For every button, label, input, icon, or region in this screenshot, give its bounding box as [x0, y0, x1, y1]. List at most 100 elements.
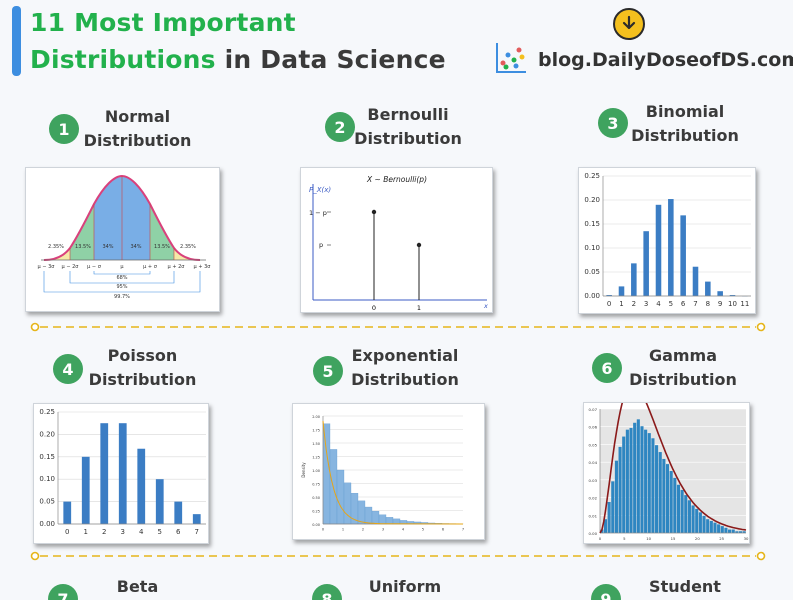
xtick-label: 25 [719, 536, 724, 541]
xtick-label: 0 [599, 536, 602, 541]
bernoulli-point-0 [371, 209, 377, 215]
ytick-label: 1.25 [312, 456, 320, 460]
ytick-label: 0.15 [39, 453, 55, 461]
ytick-label: 1.50 [312, 442, 320, 446]
bar [640, 426, 644, 533]
ytick-label: 0.25 [584, 172, 600, 180]
normal-pct-1: 2.35% [48, 244, 64, 250]
accent-bar [12, 6, 21, 76]
number-badge-9: 9 [591, 584, 621, 600]
number-badge-2: 2 [325, 112, 355, 142]
brand-url[interactable]: blog.DailyDoseofDS.com [538, 49, 793, 71]
bar [691, 505, 695, 533]
bar [378, 514, 387, 525]
xtick-label: 3 [644, 300, 648, 308]
bar [174, 501, 183, 524]
bar [322, 423, 331, 525]
exponential-ylabel: Density [301, 462, 306, 478]
xtick-label: 4 [656, 300, 661, 308]
bar [618, 446, 622, 533]
ytick-label: 0.05 [589, 442, 598, 447]
section-divider-2 [30, 551, 766, 561]
ytick-label: 0.05 [584, 268, 600, 276]
title-line-2: Distributions in Data Science [30, 45, 446, 74]
normal-tick-1: μ − 3σ [38, 264, 56, 270]
xtick-label: 4 [139, 528, 144, 536]
number-badge-3: 3 [598, 108, 628, 138]
bar [371, 510, 380, 525]
ytick-label: 0.04 [589, 460, 598, 465]
distribution-name-exponential: Exponential Distribution [351, 346, 459, 389]
bar [631, 263, 637, 296]
xtick-label: 10 [646, 536, 651, 541]
bar [705, 281, 711, 296]
bernoulli-ytick-low: p [319, 241, 323, 249]
bar [687, 500, 691, 533]
bar [611, 481, 615, 533]
bar [385, 517, 394, 525]
xtick-label: 3 [121, 528, 125, 536]
ytick-label: 0.25 [39, 408, 55, 416]
normal-pct-2: 13.5% [75, 244, 91, 250]
bar [618, 286, 625, 296]
normal-pct-3: 34% [102, 244, 113, 250]
bar [655, 204, 662, 296]
exponential-pdf-line [322, 421, 464, 525]
number-badge-6: 6 [592, 353, 622, 383]
bar [717, 524, 721, 533]
bar [668, 199, 674, 296]
normal-range-997: 99.7% [114, 294, 130, 300]
bar [655, 445, 659, 533]
xtick-label: 5 [422, 528, 424, 532]
bar [720, 526, 724, 533]
bar [680, 489, 684, 533]
xtick-label: 0 [65, 528, 69, 536]
number-badge-8: 8 [312, 584, 342, 600]
distribution-name-gamma: Gamma Distribution [629, 346, 737, 389]
distribution-name-beta: Beta [116, 577, 159, 596]
ytick-label: 0.00 [312, 523, 320, 527]
bar [155, 479, 164, 524]
normal-tick-6: μ + 2σ [168, 264, 186, 270]
bernoulli-distribution-chart: X ~ Bernoulli(p) P_X(x) 1 − p p 0 1 x [300, 167, 493, 313]
normal-pct-4: 34% [130, 244, 141, 250]
bar [673, 477, 677, 533]
gamma-distribution-chart: 0.00 0.01 0.02 0.03 0.04 0.05 0.06 0.07 0 5 10 15 20… [583, 402, 750, 544]
normal-tick-4: μ [120, 264, 124, 270]
normal-tick-5: μ + σ [143, 264, 158, 270]
xtick-label: 30 [744, 536, 749, 541]
xtick-label: 7 [195, 528, 199, 536]
bar [633, 422, 637, 533]
bernoulli-xlabel: x [483, 302, 488, 310]
binomial-distribution-chart: 0.00 0.05 0.10 0.15 0.20 0.25 0 1 2 3 4 5 6 7 8 9 10 11 [578, 167, 756, 314]
brand-logo-icon [494, 41, 528, 75]
bar [643, 231, 649, 296]
number-badge-7: 7 [48, 584, 78, 600]
xtick-label: 1 [342, 528, 344, 532]
bar [669, 471, 673, 533]
ytick-label: 0.05 [39, 498, 55, 506]
bar [692, 266, 699, 296]
bar [636, 419, 640, 533]
section-divider-1 [30, 322, 766, 332]
bernoulli-ytick-high: 1 − p [309, 209, 327, 217]
distribution-name-poisson: Poisson Distribution [88, 346, 197, 389]
ytick-label: 0.20 [39, 430, 55, 438]
xtick-label: 0 [607, 300, 611, 308]
normal-distribution-chart: 2.35% 13.5% 34% 34% 13.5% 2.35% μ − 3σ μ… [25, 167, 220, 312]
bar [606, 295, 612, 296]
download-icon[interactable] [613, 8, 645, 40]
xtick-label: 6 [176, 528, 181, 536]
number-badge-1: 1 [49, 114, 79, 144]
ytick-label: 0.00 [39, 520, 55, 528]
bernoulli-xtick-1: 1 [417, 304, 421, 312]
gamma-pdf-line [599, 403, 747, 534]
xtick-label: 20 [695, 536, 700, 541]
bar [118, 423, 127, 524]
distribution-name-bernoulli: Bernoulli Distribution [354, 105, 462, 148]
bar [336, 469, 345, 525]
ytick-label: 0.10 [584, 244, 600, 252]
ytick-label: 0.20 [584, 196, 600, 204]
bar [724, 527, 728, 533]
ytick-label: 1.75 [312, 429, 320, 433]
